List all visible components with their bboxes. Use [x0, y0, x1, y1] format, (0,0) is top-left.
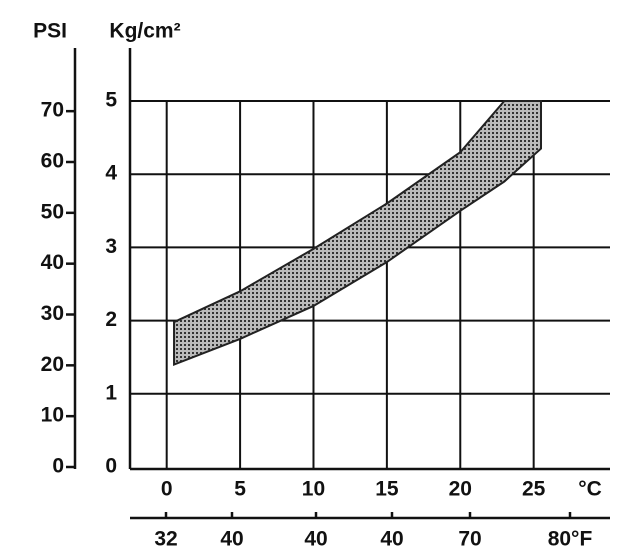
- y2-tick-label: 5: [105, 89, 117, 112]
- y-tick-label: 40: [41, 251, 64, 274]
- y2-tick-label: 2: [105, 308, 117, 331]
- y-tick-label: 30: [41, 302, 64, 325]
- fahrenheit-label: 32: [154, 528, 177, 551]
- x-tick-label: 25: [522, 478, 546, 501]
- y2-tick-label: 1: [105, 381, 117, 404]
- pressure-band: [173, 100, 543, 366]
- fahrenheit-label: 40: [220, 528, 243, 551]
- x-tick-label: 0: [161, 478, 173, 501]
- y2-tick-label: 0: [105, 455, 117, 478]
- x-tick-label: 5: [234, 478, 246, 501]
- y-tick-label: 10: [41, 404, 64, 427]
- y-tick-label: 0: [52, 455, 64, 478]
- y2-axis-label: Kg/cm²: [109, 20, 180, 43]
- y-tick-label: 60: [41, 150, 64, 173]
- x-tick-label: 10: [302, 478, 325, 501]
- y-tick-label: 50: [41, 200, 64, 223]
- x-axis-label: °C: [578, 478, 602, 501]
- fahrenheit-label: 70: [458, 528, 481, 551]
- y-axis-label: PSI: [33, 20, 67, 43]
- y2-tick-label: 4: [105, 162, 117, 185]
- x-tick-label: 15: [375, 478, 399, 501]
- fahrenheit-label: 40: [304, 528, 327, 551]
- y-tick-label: 70: [41, 99, 64, 122]
- fahrenheit-label: 80°F: [548, 528, 593, 551]
- fahrenheit-label: 40: [380, 528, 403, 551]
- x-tick-label: 20: [449, 478, 472, 501]
- y-tick-label: 20: [41, 353, 64, 376]
- y2-tick-label: 3: [105, 235, 117, 258]
